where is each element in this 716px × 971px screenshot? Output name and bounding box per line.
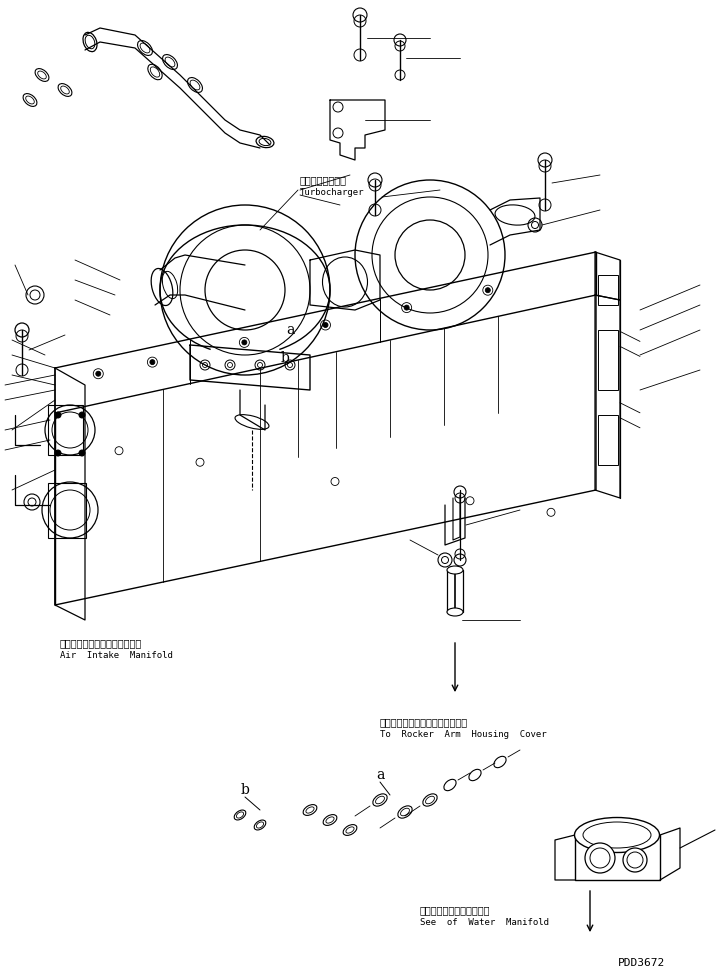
Ellipse shape — [574, 818, 659, 853]
Circle shape — [79, 412, 85, 418]
Text: PDD3672: PDD3672 — [618, 958, 665, 968]
Text: Turbocharger: Turbocharger — [300, 188, 364, 197]
Text: To  Rocker  Arm  Housing  Cover: To Rocker Arm Housing Cover — [380, 730, 546, 739]
Ellipse shape — [447, 608, 463, 616]
Circle shape — [79, 450, 85, 456]
Text: a: a — [286, 323, 294, 337]
Circle shape — [323, 322, 328, 327]
Bar — [598, 415, 618, 465]
Circle shape — [623, 848, 647, 872]
Bar — [598, 330, 618, 390]
Circle shape — [404, 305, 409, 310]
Text: See  of  Water  Manifold: See of Water Manifold — [420, 918, 549, 927]
Circle shape — [55, 412, 61, 418]
Text: Air  Intake  Manifold: Air Intake Manifold — [60, 651, 173, 660]
Bar — [598, 275, 618, 305]
Text: エアーインテークマニホールド: エアーインテークマニホールド — [60, 638, 142, 648]
Text: ターボチャージャ: ターボチャージャ — [300, 175, 347, 185]
Bar — [48, 405, 83, 455]
Text: ウォータマニホールド参照: ウォータマニホールド参照 — [420, 905, 490, 915]
Text: b: b — [241, 783, 249, 797]
Text: a: a — [376, 768, 384, 782]
Circle shape — [585, 843, 615, 873]
Text: b: b — [281, 351, 289, 365]
Ellipse shape — [447, 566, 463, 574]
Circle shape — [55, 450, 61, 456]
Circle shape — [242, 340, 247, 345]
Circle shape — [150, 359, 155, 365]
Circle shape — [485, 287, 490, 292]
Text: ロッカアームハウジングカバーヘ: ロッカアームハウジングカバーヘ — [380, 717, 468, 727]
Bar — [48, 483, 86, 538]
Circle shape — [96, 371, 101, 376]
